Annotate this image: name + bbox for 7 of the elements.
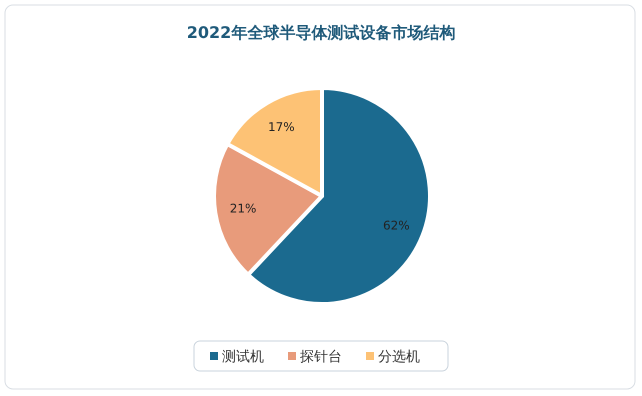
data-label: 62% xyxy=(382,218,410,232)
legend-label: 测试机 xyxy=(222,349,264,365)
data-label: 17% xyxy=(268,120,295,134)
chart-title: 2022年全球半导体测试设备市场结构 xyxy=(186,23,456,42)
legend-label: 探针台 xyxy=(300,349,342,365)
legend-label: 分选机 xyxy=(378,349,420,365)
data-label: 21% xyxy=(230,202,256,216)
